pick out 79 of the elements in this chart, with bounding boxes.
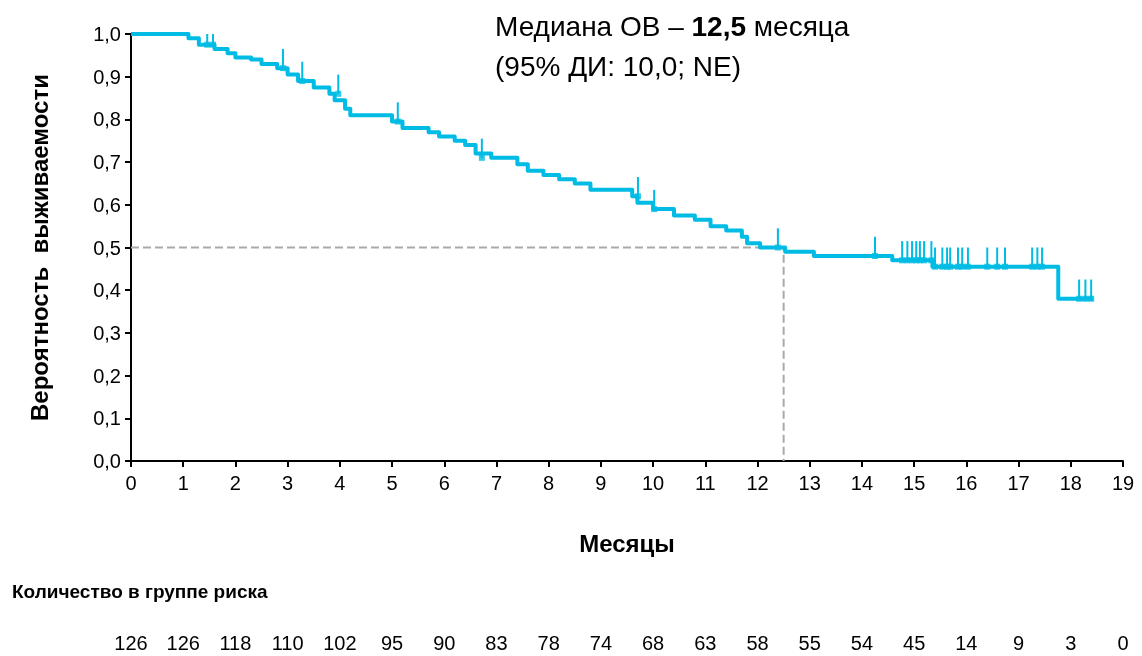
x-tick-label: 9 bbox=[595, 472, 607, 494]
text: 83 bbox=[485, 632, 508, 654]
point bbox=[394, 118, 401, 125]
text: 126 bbox=[166, 632, 200, 654]
text: 3 bbox=[1065, 632, 1077, 654]
x-tick-label: 12 bbox=[746, 472, 769, 494]
point bbox=[279, 65, 286, 72]
point bbox=[1076, 295, 1083, 302]
y-tick-label: 0,7 bbox=[93, 151, 121, 174]
point bbox=[774, 244, 781, 251]
y-tick-label: 0,5 bbox=[93, 236, 121, 259]
x-tick-label: 8 bbox=[543, 472, 555, 494]
x-tick-label: 11 bbox=[694, 472, 716, 494]
point bbox=[994, 263, 1001, 270]
y-tick-label: 0,9 bbox=[93, 65, 121, 88]
x-tick-label: 3 bbox=[282, 472, 294, 494]
text: 68 bbox=[641, 632, 665, 654]
text: 9 bbox=[1013, 632, 1025, 654]
text: 54 bbox=[850, 632, 874, 654]
text: 58 bbox=[746, 632, 769, 654]
x-tick-label: 18 bbox=[1059, 472, 1082, 494]
y-tick-label: 0,6 bbox=[93, 193, 121, 216]
point bbox=[984, 263, 991, 270]
x-tick-label: 14 bbox=[850, 472, 874, 494]
text: 110 bbox=[271, 632, 304, 654]
point bbox=[921, 257, 928, 264]
y-tick-label: 0,1 bbox=[93, 407, 121, 430]
point bbox=[651, 206, 658, 213]
text: Количество в группе риска bbox=[12, 581, 268, 602]
x-tick-label: 16 bbox=[955, 472, 978, 494]
point bbox=[1082, 295, 1089, 302]
x-tick-label: 2 bbox=[229, 472, 241, 494]
text: 55 bbox=[798, 632, 821, 654]
point bbox=[928, 257, 935, 264]
y-tick-label: 0,2 bbox=[93, 364, 121, 387]
point bbox=[478, 154, 485, 161]
text: 0 bbox=[1117, 632, 1129, 654]
point bbox=[964, 263, 971, 270]
text: 95 bbox=[380, 632, 404, 654]
text: 126 bbox=[114, 632, 148, 654]
point bbox=[1088, 295, 1095, 302]
y-tick-label: 0,0 bbox=[93, 450, 121, 472]
x-tick-label: 10 bbox=[641, 472, 665, 494]
x-tick-label: 1 bbox=[177, 472, 189, 494]
y-tick-label: 0,3 bbox=[93, 321, 121, 344]
y-axis-title: Вероятность выживаемости bbox=[25, 74, 53, 421]
x-tick-label: 6 bbox=[438, 472, 450, 494]
point bbox=[932, 263, 939, 270]
text: 118 bbox=[219, 632, 252, 654]
point bbox=[1039, 263, 1046, 270]
text: 102 bbox=[323, 632, 357, 654]
y-tick-label: 0,4 bbox=[93, 279, 121, 302]
x-tick-label: 15 bbox=[903, 472, 926, 494]
x-tick-label: 17 bbox=[1007, 472, 1030, 494]
x-tick-label: 5 bbox=[386, 472, 398, 494]
point bbox=[1002, 263, 1008, 270]
y-tick-label: 1,0 bbox=[93, 23, 121, 45]
x-tick-label: 0 bbox=[125, 472, 137, 494]
y-tick-label: 0,8 bbox=[93, 108, 121, 131]
text: 63 bbox=[694, 632, 717, 654]
x-tick-label: 13 bbox=[798, 472, 821, 494]
point bbox=[872, 253, 878, 260]
text: 14 bbox=[955, 632, 978, 654]
x-tick-label: 19 bbox=[1111, 472, 1135, 494]
point bbox=[959, 263, 966, 270]
annotation: (95% ДИ: 10,0; NE) bbox=[495, 50, 742, 82]
annotation: Медиана ОВ – 12,5 месяца bbox=[495, 10, 850, 42]
point bbox=[204, 41, 211, 48]
x-tick-label: 7 bbox=[490, 472, 503, 494]
text: 78 bbox=[537, 632, 560, 654]
x-axis-title: Месяцы bbox=[579, 529, 675, 557]
text: 74 bbox=[589, 632, 613, 654]
text: 45 bbox=[903, 632, 926, 654]
point bbox=[335, 90, 342, 97]
text: 90 bbox=[433, 632, 456, 654]
point bbox=[299, 77, 306, 84]
point bbox=[634, 193, 641, 200]
x-tick-label: 4 bbox=[334, 472, 346, 494]
point bbox=[209, 41, 216, 48]
